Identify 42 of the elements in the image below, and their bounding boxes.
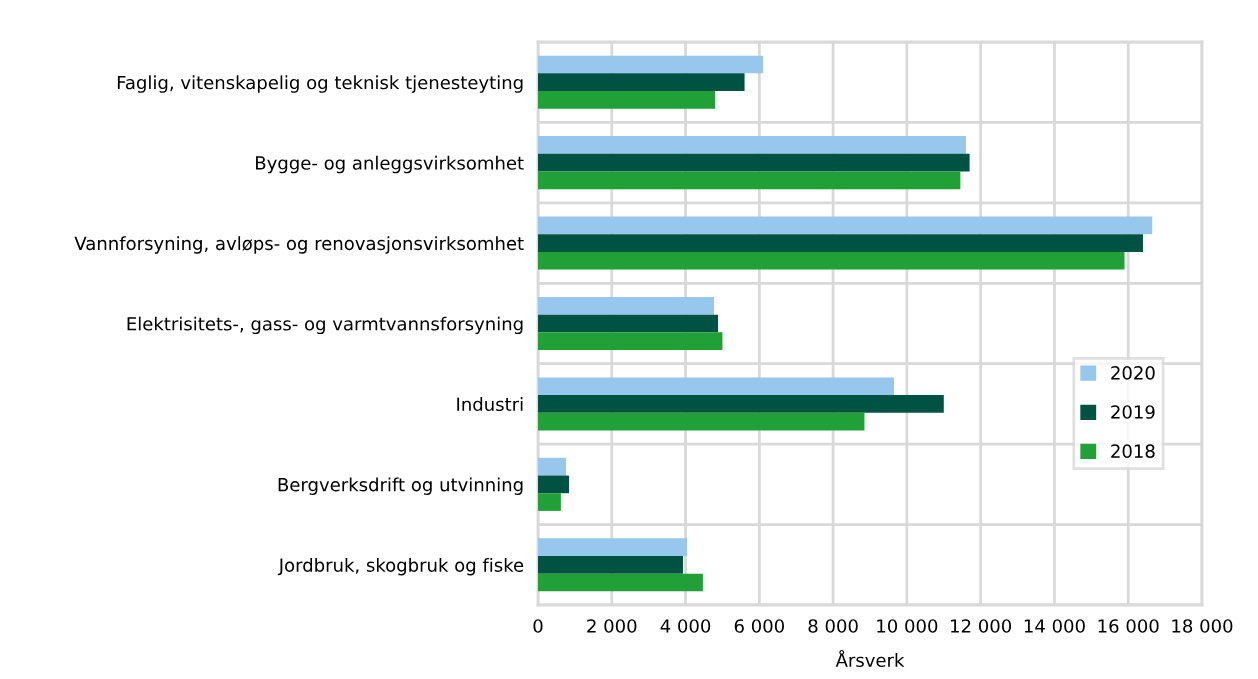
legend-label: 2019 (1111, 405, 1155, 419)
bar (538, 234, 1143, 252)
x-tick-label: 18 000 (1172, 619, 1233, 633)
bar (538, 314, 719, 333)
x-axis-title: Årsverk (835, 649, 905, 668)
bar (538, 412, 865, 431)
x-tick-label: 6 000 (734, 619, 784, 633)
x-tick-label: 8 000 (808, 619, 858, 633)
bar (538, 332, 723, 351)
bar (538, 493, 561, 511)
bar (538, 395, 944, 413)
bar (538, 555, 683, 574)
bar (538, 73, 745, 92)
y-tick-label: Bergverksdrift og utvinning (278, 477, 523, 495)
bar (538, 475, 569, 494)
bar (538, 55, 764, 74)
legend-label: 2018 (1111, 444, 1155, 458)
x-tick-label: 2 000 (587, 619, 637, 633)
bar (538, 457, 567, 476)
x-tick-label: 12 000 (951, 619, 1012, 633)
x-tick-label: 14 000 (1024, 619, 1085, 633)
legend-label: 2020 (1111, 366, 1155, 380)
bar (538, 91, 716, 109)
y-tick-label: Industri (457, 397, 523, 412)
y-tick-label: Elektrisitets-, gass- og varmtvannsforsyning (127, 316, 523, 335)
x-tick-label: 4 000 (660, 619, 711, 633)
y-tick-label: Vannforsyning, avløps- og renovasjonsvirksomhet (74, 236, 524, 254)
y-tick-label: Bygge- og anleggsvirksomhet (256, 155, 524, 174)
x-tick-label: 16 000 (1098, 619, 1159, 633)
bar (538, 153, 970, 172)
bar (538, 171, 961, 190)
bar (538, 136, 966, 154)
bar (538, 573, 703, 592)
bar (538, 251, 1125, 270)
y-tick-label: Faglig, vitenskapelig og teknisk tjenesteyting (117, 75, 523, 93)
y-tick-label: Jordbruk, skogbruk og fiske (277, 557, 524, 576)
bar (538, 377, 894, 396)
bar (538, 296, 714, 315)
bar (538, 538, 688, 556)
bar (538, 216, 1153, 235)
x-tick-label: 10 000 (877, 619, 938, 633)
x-tick-label: 0 (533, 619, 543, 633)
